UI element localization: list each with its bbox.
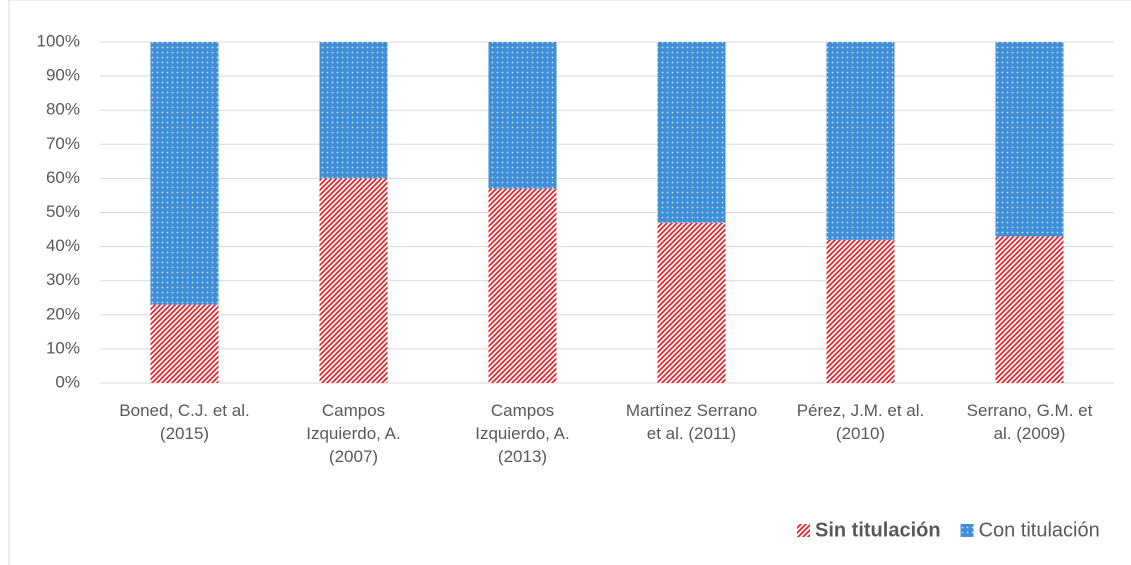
bar-segment	[488, 42, 557, 189]
bar-segment	[995, 42, 1064, 237]
x-tick-label: Campos Izquierdo, A. (2007)	[306, 401, 401, 466]
legend-label: Con titulación	[979, 519, 1100, 541]
y-tick-label: 30%	[46, 270, 80, 289]
bar-segment	[657, 42, 726, 223]
bar-segment	[488, 188, 557, 383]
y-tick-label: 0%	[55, 372, 80, 391]
bar-segment	[826, 239, 895, 383]
chart-border	[8, 0, 1131, 565]
bar-segment	[826, 42, 895, 240]
x-tick-label: Pérez, J.M. et al. (2010)	[796, 401, 925, 443]
x-tick-label: Campos Izquierdo, A. (2013)	[475, 401, 570, 466]
bar-segment	[319, 178, 388, 383]
y-tick-label: 10%	[46, 338, 80, 357]
y-tick-label: 70%	[46, 134, 80, 153]
bar-segment	[150, 42, 219, 305]
x-tick-label: Martínez Serrano et al. (2011)	[625, 401, 758, 443]
bar-segment	[995, 236, 1064, 383]
y-tick-label: 50%	[46, 202, 80, 221]
bar-segment	[150, 304, 219, 383]
y-tick-label: 80%	[46, 100, 80, 119]
y-tick-label: 100%	[37, 31, 80, 50]
bar-segment	[319, 42, 388, 179]
y-tick-label: 20%	[46, 304, 80, 323]
legend-label: Sin titulación	[815, 519, 941, 541]
x-tick-label: Serrano, G.M. et al. (2009)	[966, 401, 1093, 443]
legend-swatch	[960, 524, 974, 537]
bar-segment	[657, 222, 726, 383]
legend-swatch	[797, 524, 810, 537]
y-tick-label: 90%	[46, 66, 80, 85]
y-tick-label: 60%	[46, 168, 80, 187]
y-tick-label: 40%	[46, 236, 80, 255]
x-tick-label: Boned, C.J. et al. (2015)	[119, 401, 250, 443]
